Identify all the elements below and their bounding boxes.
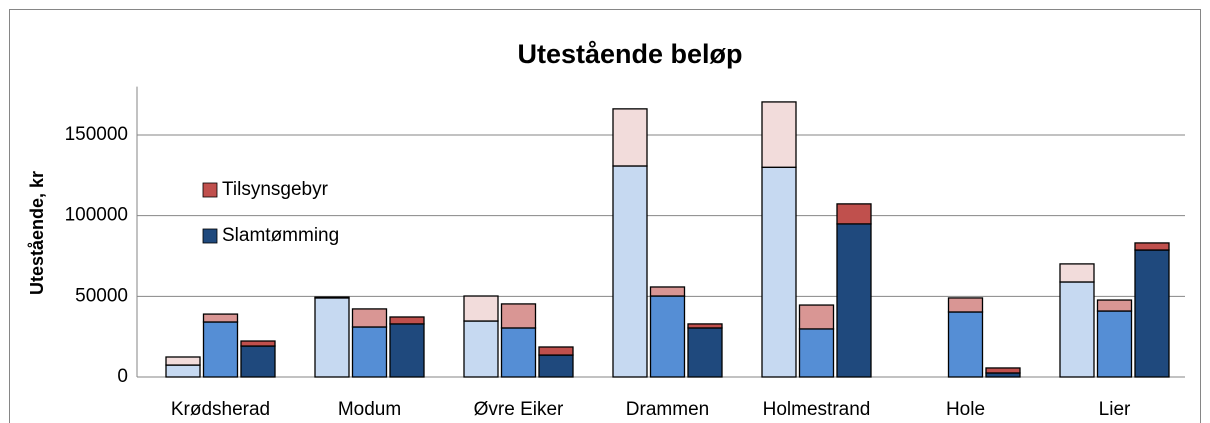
x-tick-label: Modum [338, 399, 401, 420]
bar-segment [612, 108, 648, 167]
bar-segment [798, 328, 835, 378]
y-axis-label: Utestående, kr [27, 171, 47, 295]
bar-segment [1059, 281, 1095, 378]
bar-segment [1096, 299, 1133, 312]
bar-segment [649, 295, 686, 378]
bar-segment [500, 303, 537, 329]
bar-segment [202, 321, 239, 378]
x-tick-label: Drammen [626, 399, 709, 420]
bar-segment [538, 354, 574, 378]
bar-segment [687, 323, 723, 329]
bar-segment [985, 367, 1021, 374]
bar-segment [798, 304, 835, 330]
bar-segment [947, 311, 984, 378]
bar-segment [240, 345, 276, 378]
bar-segment [314, 297, 350, 378]
bar-segment [314, 296, 350, 299]
x-tick-label: Krødsherad [171, 399, 270, 420]
bar-segment [836, 203, 872, 225]
y-tick-label: 100000 [65, 205, 128, 226]
bar-segment [389, 323, 425, 378]
legend-label: Tilsynsgebyr [222, 179, 329, 200]
bar-segment [687, 327, 723, 378]
bar-segment [761, 166, 797, 378]
x-tick-label: Øvre Eiker [474, 399, 564, 420]
bar-segment [165, 364, 201, 378]
bar-segment [389, 316, 425, 325]
y-tick-label: 150000 [65, 124, 128, 145]
bar-segment [649, 286, 686, 297]
legend-swatch [202, 182, 218, 198]
x-tick-label: Hole [946, 399, 985, 420]
bar-segment [947, 297, 984, 313]
bar-segment [538, 346, 574, 356]
chart-title: Utestående beløp [517, 39, 742, 69]
bar-segment [500, 327, 537, 378]
bar-segment [240, 340, 276, 347]
bar-segment [165, 356, 201, 366]
legend-label: Slamtømming [222, 225, 339, 246]
y-tick-label: 0 [117, 366, 128, 387]
bar-segment [1059, 263, 1095, 283]
bar-segment [202, 313, 239, 323]
x-tick-label: Lier [1099, 399, 1131, 420]
bar-segment [351, 308, 388, 328]
bar-segment [351, 326, 388, 378]
bar-segment [1134, 249, 1170, 378]
legend-swatch [202, 228, 218, 244]
x-tick-label: Holmestrand [763, 399, 871, 420]
bar-segment [612, 165, 648, 378]
bar-segment [463, 320, 499, 378]
bar-segment [463, 295, 499, 322]
bar-segment [761, 101, 797, 168]
bar-segment [1134, 242, 1170, 251]
bar-segment [1096, 310, 1133, 378]
y-tick-label: 50000 [75, 285, 128, 306]
bar-segment [836, 223, 872, 378]
